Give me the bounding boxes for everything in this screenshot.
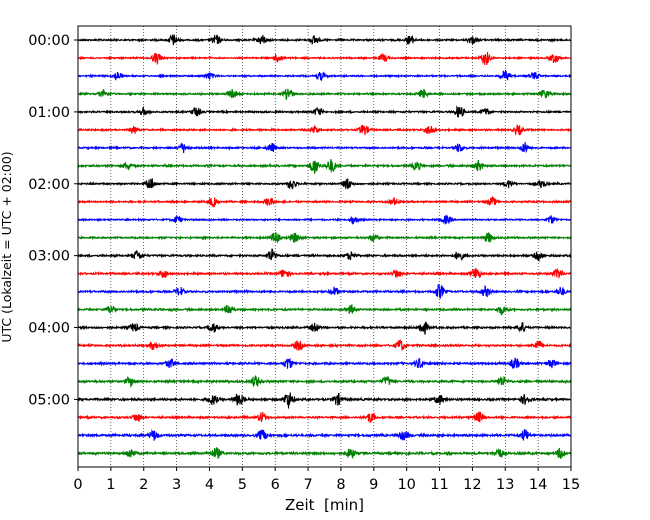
seismogram-trace <box>77 159 572 174</box>
x-tick-label: 10 <box>397 477 415 493</box>
seismogram-trace <box>77 231 572 244</box>
seismogram-trace <box>77 321 572 335</box>
x-tick-label: 12 <box>463 477 481 493</box>
x-tick-label: 4 <box>205 477 214 493</box>
seismogram-trace <box>77 428 572 441</box>
seismogram-trace <box>77 411 572 423</box>
seismogram-trace <box>77 88 572 100</box>
y-tick-label: 04:00 <box>28 321 70 337</box>
seismogram-trace <box>77 248 572 263</box>
x-tick-label: 9 <box>369 477 378 493</box>
x-axis: 0 1 2 3 4 5 6 7 8 9 10 11 12 13 14 15 <box>73 467 580 493</box>
seismogram-trace <box>77 339 572 351</box>
y-axis: 00:00 01:00 02:00 03:00 04:00 05:00 <box>28 33 78 408</box>
seismogram-trace <box>77 195 572 208</box>
x-tick-label: 0 <box>73 477 82 493</box>
x-tick-label: 6 <box>271 477 280 493</box>
y-tick-label: 05:00 <box>28 392 70 408</box>
x-tick-label: 8 <box>336 477 345 493</box>
y-tick-label: 03:00 <box>28 249 70 265</box>
seismogram-trace <box>77 104 572 118</box>
seismogram-trace <box>77 284 572 299</box>
x-tick-label: 14 <box>529 477 547 493</box>
seismogram-trace <box>77 34 572 46</box>
x-tick-label: 1 <box>106 477 115 493</box>
seismogram-trace <box>77 392 572 409</box>
seismogram-trace <box>77 214 572 226</box>
x-tick-label: 3 <box>172 477 181 493</box>
x-tick-label: 15 <box>562 477 580 493</box>
x-tick-label: 5 <box>238 477 247 493</box>
seismogram-trace <box>77 304 572 316</box>
seismogram-trace <box>77 178 572 190</box>
seismogram-trace <box>77 357 572 369</box>
y-tick-label: 00:00 <box>28 33 70 49</box>
y-axis-label: UTC (Lokalzeit = UTC + 02:00) <box>0 151 14 342</box>
seismogram-trace <box>77 375 572 388</box>
seismogram-trace <box>77 142 572 154</box>
seismogram-trace <box>77 124 572 136</box>
x-tick-label: 7 <box>303 477 312 493</box>
x-tick-label: 11 <box>430 477 448 493</box>
seismogram-trace <box>77 70 572 81</box>
x-tick-label: 2 <box>139 477 148 493</box>
seismogram-trace <box>77 268 572 280</box>
plot-frame <box>77 25 572 468</box>
x-tick-label: 13 <box>496 477 514 493</box>
y-tick-label: 01:00 <box>28 105 70 121</box>
trace-group <box>77 34 572 460</box>
seismogram-trace <box>77 51 572 66</box>
y-tick-label: 02:00 <box>28 177 70 193</box>
x-axis-label: Zeit [min] <box>285 496 364 514</box>
seismogram-trace <box>77 447 572 460</box>
